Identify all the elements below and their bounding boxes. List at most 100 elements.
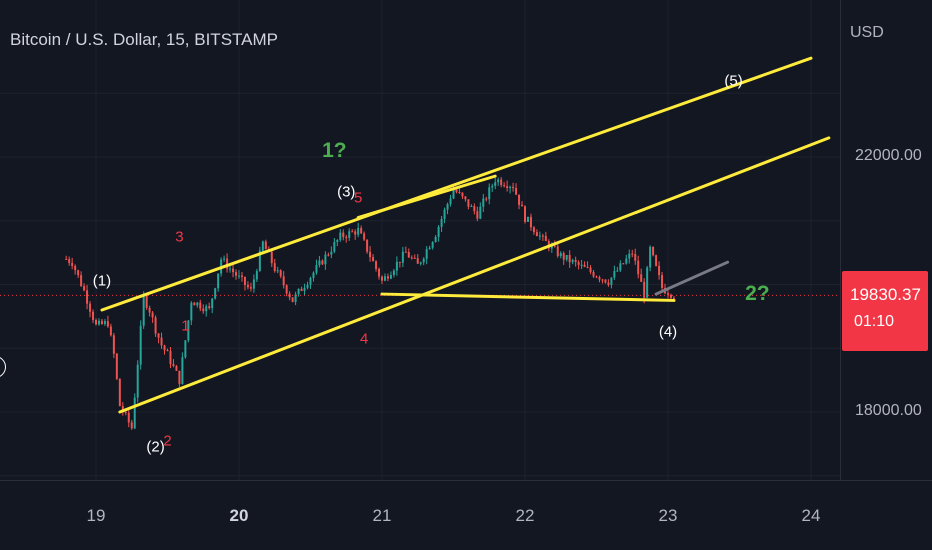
channel-upper-line[interactable]	[100, 56, 813, 312]
time-axis[interactable]	[0, 480, 932, 550]
time-tick-label: 23	[658, 506, 678, 525]
wedge-lower-line[interactable]	[380, 292, 676, 302]
candle-body	[512, 186, 515, 189]
candle-body	[422, 258, 425, 263]
candle-body	[491, 185, 494, 188]
candle-body	[592, 272, 595, 277]
candle-body	[106, 321, 109, 327]
candle-body	[446, 204, 449, 210]
candle-body	[282, 276, 285, 286]
candle-body	[139, 325, 142, 365]
candle-body	[157, 333, 160, 338]
wave-label[interactable]: (3)	[337, 183, 356, 201]
candle-body	[565, 254, 568, 260]
candle-body	[258, 250, 261, 271]
candle-body	[294, 294, 297, 302]
candle-body	[625, 258, 628, 264]
candle-body	[544, 235, 547, 242]
candle-body	[178, 370, 181, 384]
candle-body	[622, 263, 625, 265]
candle-body	[163, 345, 166, 351]
candle-body	[74, 265, 77, 271]
candle-body	[467, 199, 470, 207]
candle-body	[160, 337, 163, 346]
candle-body	[238, 275, 240, 277]
candle-body	[518, 194, 521, 205]
candle-body	[583, 264, 586, 267]
candle-body	[112, 335, 115, 354]
candle-body	[261, 241, 264, 251]
candle-body	[413, 257, 416, 259]
candle-body	[604, 279, 607, 283]
wave-label[interactable]: (4)	[658, 323, 678, 341]
projection-line[interactable]	[654, 260, 730, 296]
candle-body	[398, 261, 401, 263]
candle-body	[366, 239, 369, 252]
time-tick-label: 24	[801, 506, 821, 525]
candle-body	[532, 227, 535, 233]
candle-body	[103, 321, 106, 324]
candle-body	[127, 412, 130, 423]
candle-body	[589, 267, 592, 273]
wave-label[interactable]: (5)	[724, 72, 743, 89]
wave-label[interactable]: 2	[163, 432, 172, 450]
currency-label: USD	[850, 24, 884, 41]
wave-label[interactable]: 1?	[322, 138, 347, 162]
candle-body	[193, 302, 196, 306]
candle-body	[464, 196, 467, 200]
candle-body	[97, 320, 100, 325]
candle-body	[327, 254, 330, 256]
wedge-upper-line[interactable]	[356, 174, 497, 220]
wave-label[interactable]: (1)	[92, 272, 112, 290]
price-tick-label: 22000.00	[855, 147, 922, 164]
candle-body	[324, 254, 327, 265]
candle-body	[124, 411, 127, 413]
channel-lower-line[interactable]	[118, 136, 831, 414]
wave-label[interactable]: 3	[175, 228, 184, 246]
current-price-tag: 19830.37 01:10	[842, 271, 928, 351]
chart-title: Bitcoin / U.S. Dollar, 15, BITSTAMP	[10, 30, 278, 49]
candle-body	[95, 319, 97, 325]
candle-body	[208, 306, 211, 309]
candle-body	[276, 270, 279, 272]
candle-body	[652, 246, 655, 256]
candle-body	[410, 257, 413, 259]
candle-body	[318, 260, 321, 266]
wave-label[interactable]: 2?	[745, 282, 770, 306]
candle-body	[121, 406, 124, 412]
candle-body	[190, 302, 193, 321]
candle-body	[661, 275, 664, 288]
wave-label[interactable]: (2)	[146, 438, 165, 456]
candle-body	[485, 198, 488, 200]
candle-body	[672, 297, 675, 299]
candle-body	[574, 259, 577, 262]
candle-body	[133, 397, 136, 429]
wave-label[interactable]: 5	[353, 189, 363, 207]
candle-body	[598, 277, 601, 280]
candle-body	[330, 251, 333, 255]
candle-body	[378, 268, 381, 277]
candle-body	[521, 204, 524, 207]
candle-body	[425, 249, 428, 259]
candle-body	[80, 275, 83, 287]
candle-body	[440, 218, 443, 227]
price-axis[interactable]	[840, 0, 932, 480]
candle-body	[142, 295, 145, 326]
candle-body	[229, 268, 232, 270]
candle-body	[100, 320, 103, 324]
candle-body	[321, 260, 324, 265]
candle-body	[529, 216, 532, 228]
candle-body	[109, 326, 112, 336]
candle-body	[154, 317, 157, 334]
candle-body	[613, 271, 616, 278]
candle-body	[249, 287, 252, 289]
candle-body	[559, 253, 562, 257]
wave-label[interactable]: 4	[359, 330, 369, 348]
wave-label[interactable]: 1	[181, 317, 190, 335]
candle-body	[175, 365, 178, 371]
candle-body	[595, 276, 598, 278]
candle-body	[428, 247, 431, 250]
candle-body	[669, 294, 672, 298]
candle-body	[315, 265, 318, 273]
